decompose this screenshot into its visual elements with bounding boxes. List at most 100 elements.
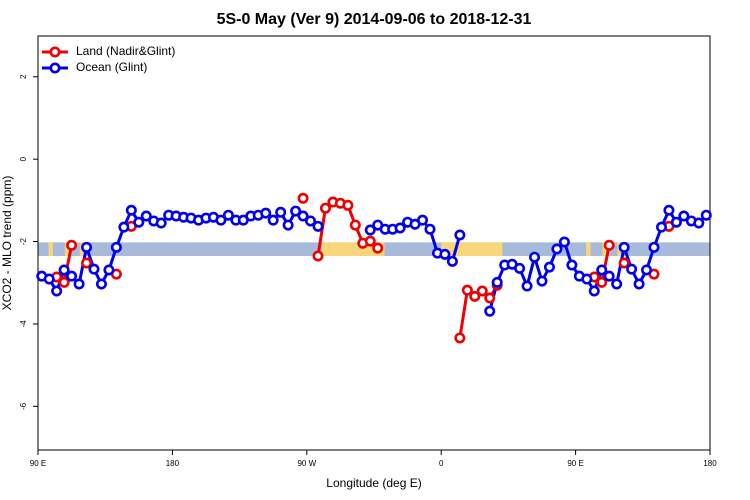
data-point — [342, 199, 354, 211]
data-point — [678, 210, 690, 222]
data-point — [454, 332, 466, 344]
data-point — [476, 285, 488, 297]
data-point — [469, 290, 481, 302]
data-point — [282, 219, 294, 231]
data-point — [222, 209, 234, 221]
data-point — [364, 235, 376, 247]
data-point — [81, 257, 93, 269]
data-point — [655, 221, 667, 233]
x-tick-label: 90 E — [567, 459, 583, 468]
data-point — [267, 214, 279, 226]
data-point — [297, 210, 309, 222]
data-point — [140, 210, 152, 222]
land-band — [602, 242, 607, 256]
data-point — [446, 255, 458, 267]
data-point — [118, 221, 130, 233]
data-point — [663, 204, 675, 216]
chart-title: 5S-0 May (Ver 9) 2014-09-06 to 2018-12-3… — [217, 11, 532, 28]
land-band — [48, 242, 53, 256]
data-point — [633, 278, 645, 290]
data-point — [454, 229, 466, 241]
data-point — [424, 223, 436, 235]
data-point — [260, 207, 272, 219]
x-tick-label: 0 — [439, 459, 444, 468]
data-point — [305, 215, 317, 227]
y-tick-label: 2 — [19, 74, 28, 79]
land-band — [64, 242, 70, 256]
data-point — [290, 205, 302, 217]
data-point — [73, 278, 85, 290]
data-point — [66, 270, 78, 282]
data-point — [596, 264, 608, 276]
data-point — [312, 250, 324, 262]
plot-frame — [37, 35, 711, 451]
data-point — [514, 262, 526, 274]
data-point — [125, 204, 137, 216]
y-tick-label: -6 — [19, 402, 28, 410]
data-point — [215, 214, 227, 226]
data-point — [491, 276, 503, 288]
legend-marker — [49, 62, 61, 74]
data-point — [66, 239, 78, 251]
data-point — [596, 276, 608, 288]
data-point — [103, 264, 115, 276]
data-point — [312, 220, 324, 232]
data-point — [603, 239, 615, 251]
data-point — [648, 241, 660, 253]
data-point — [484, 292, 496, 304]
data-point — [110, 241, 122, 253]
data-point — [461, 284, 473, 296]
data-point — [364, 224, 376, 236]
x-axis-label: Longitude (deg E) — [326, 476, 421, 490]
data-point — [439, 248, 451, 260]
data-point — [611, 278, 623, 290]
x-tick-label: 180 — [703, 459, 717, 468]
data-point — [417, 214, 429, 226]
data-point — [319, 202, 331, 214]
x-tick-label: 180 — [166, 459, 180, 468]
x-tick-label: 90 W — [297, 459, 316, 468]
x-tick-label: 90 E — [30, 459, 46, 468]
data-point — [558, 236, 570, 248]
data-point — [275, 206, 287, 218]
data-point — [641, 264, 653, 276]
y-tick-label: 0 — [19, 156, 28, 161]
y-axis-label: XCO2 - MLO trend (ppm) — [0, 176, 14, 311]
data-point — [588, 285, 600, 297]
data-point — [88, 263, 100, 275]
data-point — [372, 242, 384, 254]
data-point — [670, 216, 682, 228]
y-tick-label: -4 — [19, 320, 28, 328]
data-point — [551, 243, 563, 255]
data-point — [529, 251, 541, 263]
data-point — [566, 259, 578, 271]
legend-label: Land (Nadir&Glint) — [76, 44, 175, 58]
data-point — [700, 209, 712, 221]
data-point — [155, 217, 167, 229]
data-point — [618, 257, 630, 269]
data-point — [81, 241, 93, 253]
data-point — [58, 264, 70, 276]
data-point — [618, 241, 630, 253]
data-point — [58, 276, 70, 288]
data-point — [603, 270, 615, 282]
data-point — [693, 217, 705, 229]
data-point — [51, 285, 63, 297]
data-point — [581, 273, 593, 285]
data-point — [536, 275, 548, 287]
legend-label: Ocean (Glint) — [76, 60, 147, 74]
data-point — [484, 305, 496, 317]
land-band — [586, 242, 591, 256]
data-point — [133, 216, 145, 228]
data-point — [626, 263, 638, 275]
data-point — [349, 219, 361, 231]
data-point — [297, 192, 309, 204]
data-point — [95, 278, 107, 290]
y-tick-label: -2 — [19, 237, 28, 245]
data-point — [543, 261, 555, 273]
legend-marker — [49, 46, 61, 58]
data-point — [394, 222, 406, 234]
data-point — [521, 280, 533, 292]
data-point — [43, 273, 55, 285]
